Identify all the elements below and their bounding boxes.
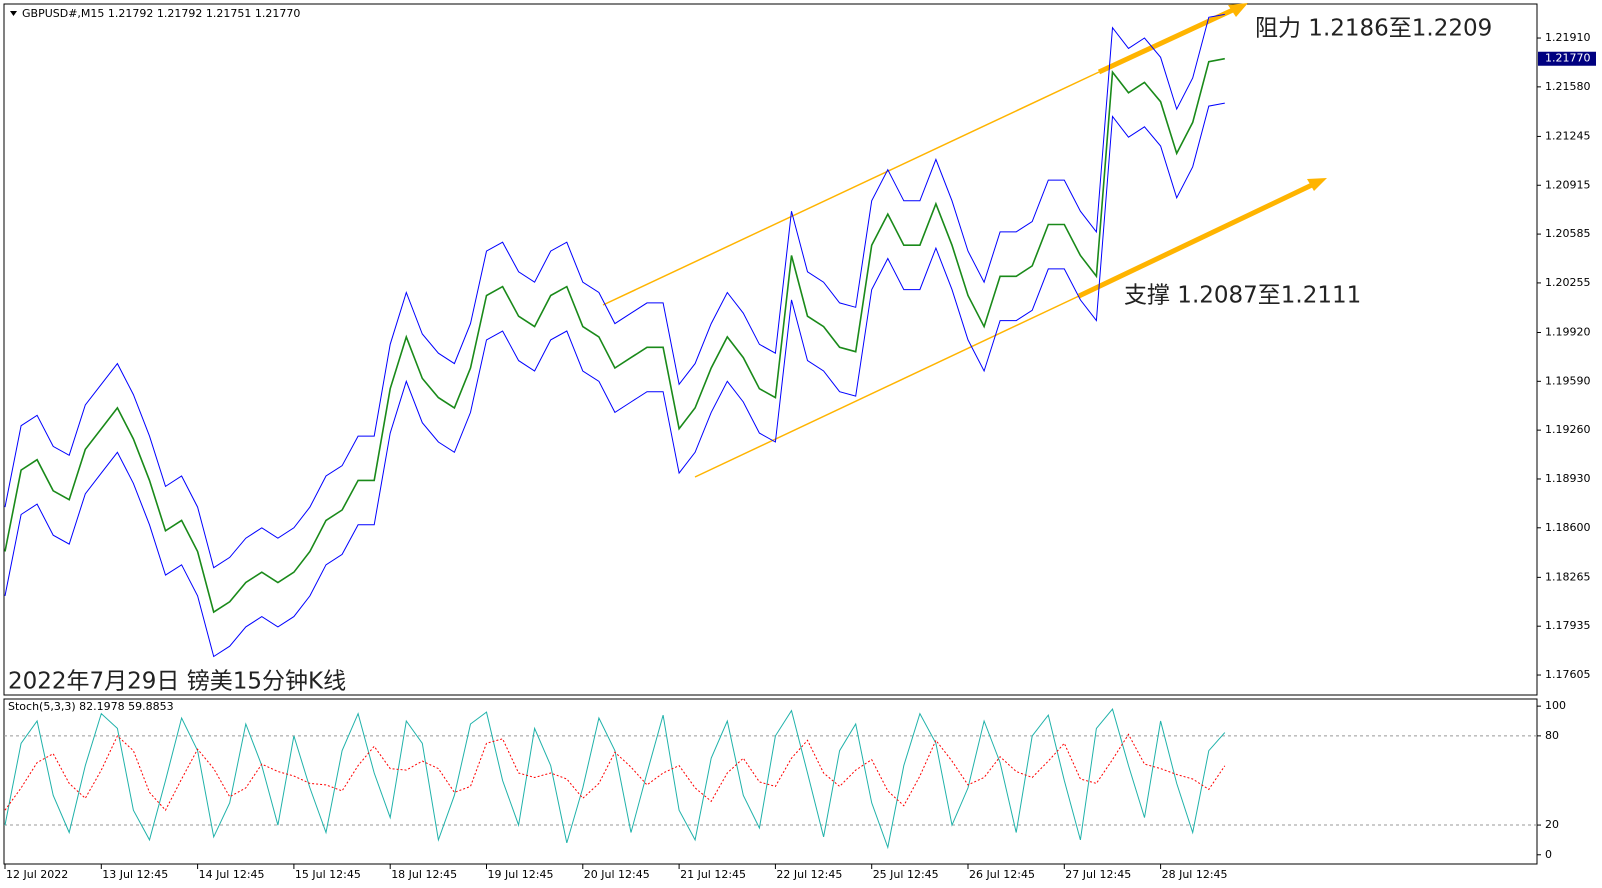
- y-tick-label: 20: [1545, 818, 1559, 831]
- series-line: [4, 102, 1225, 658]
- stoch-label: Stoch(5,3,3) 82.1978 59.8853: [8, 700, 174, 713]
- x-tick-label: 12 Jul 2022: [6, 868, 68, 881]
- current-price-box: [1538, 51, 1596, 66]
- resistance-note: 阻力 1.2186至1.2209: [1255, 16, 1492, 42]
- support-arrow: [1077, 181, 1316, 299]
- channel-upper: [602, 71, 1100, 306]
- x-tick-label: 26 Jul 12:45: [969, 868, 1035, 881]
- y-tick-label: 1.19260: [1545, 423, 1591, 436]
- series-line: [4, 733, 1226, 812]
- x-tick-label: 15 Jul 12:45: [295, 868, 361, 881]
- chart-title: 2022年7月29日 镑美15分钟K线: [8, 669, 346, 695]
- y-tick-label: 1.18600: [1545, 521, 1591, 534]
- x-tick-label: 22 Jul 12:45: [776, 868, 842, 881]
- x-tick-label: 14 Jul 12:45: [199, 868, 265, 881]
- y-tick-label: 1.21580: [1545, 80, 1591, 93]
- y-tick-label: 1.17605: [1545, 668, 1591, 681]
- x-tick-label: 28 Jul 12:45: [1162, 868, 1228, 881]
- x-tick-label: 21 Jul 12:45: [680, 868, 746, 881]
- y-tick-label: 100: [1545, 699, 1566, 712]
- y-tick-label: 1.18265: [1545, 570, 1591, 583]
- series-line: [4, 13, 1225, 569]
- stoch-panel: [3, 698, 1538, 865]
- x-tick-label: 13 Jul 12:45: [102, 868, 168, 881]
- y-tick-label: 1.19920: [1545, 325, 1591, 338]
- x-tick-label: 27 Jul 12:45: [1065, 868, 1131, 881]
- menu-triangle: [10, 11, 17, 16]
- series-line: [4, 708, 1226, 850]
- symbol-header: GBPUSD#,M15 1.21792 1.21792 1.21751 1.21…: [22, 7, 300, 20]
- y-tick-label: 1.21245: [1545, 129, 1591, 142]
- arrow-head: [1228, 3, 1248, 17]
- current-price-label: 1.21770: [1545, 52, 1591, 65]
- y-tick-label: 1.19590: [1545, 374, 1591, 387]
- x-tick-label: 25 Jul 12:45: [873, 868, 939, 881]
- arrow-head: [1307, 178, 1327, 191]
- main-panel: [3, 3, 1538, 696]
- y-tick-label: 1.17935: [1545, 619, 1591, 632]
- series-line: [4, 57, 1225, 614]
- y-tick-label: 1.20585: [1545, 227, 1591, 240]
- y-tick-label: 1.21910: [1545, 31, 1591, 44]
- support-note: 支撑 1.2087至1.2111: [1124, 283, 1361, 309]
- y-tick-label: 0: [1545, 848, 1552, 861]
- y-tick-label: 1.18930: [1545, 472, 1591, 485]
- channel-lower: [694, 295, 1080, 478]
- x-tick-label: 19 Jul 12:45: [488, 868, 554, 881]
- resistance-arrow: [1097, 6, 1237, 75]
- x-tick-label: 18 Jul 12:45: [391, 868, 457, 881]
- y-tick-label: 80: [1545, 729, 1559, 742]
- y-tick-label: 1.20255: [1545, 276, 1591, 289]
- x-tick-label: 20 Jul 12:45: [584, 868, 650, 881]
- y-tick-label: 1.20915: [1545, 178, 1591, 191]
